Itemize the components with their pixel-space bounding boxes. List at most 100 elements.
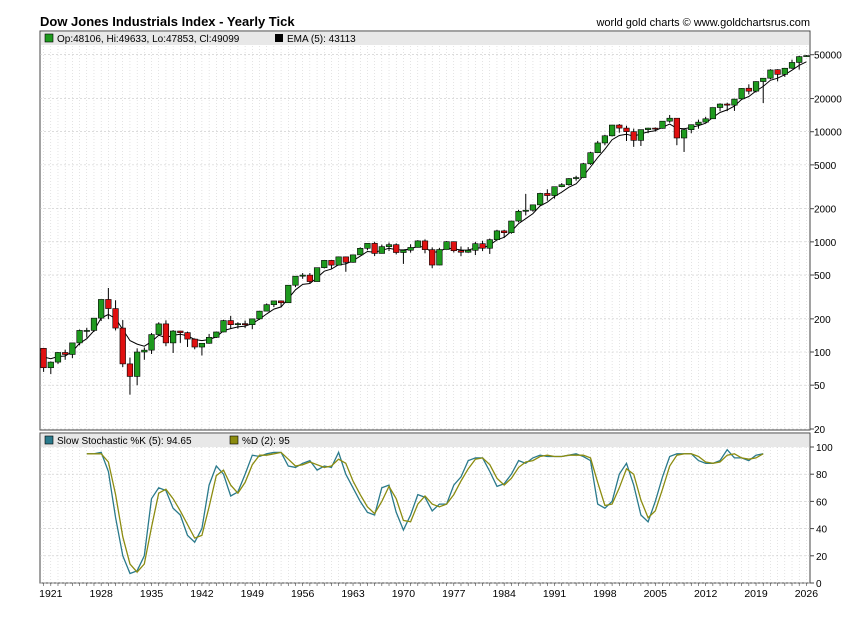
price-ytick-label: 20 xyxy=(814,425,826,436)
candle-body xyxy=(141,349,148,353)
candle-body xyxy=(508,220,515,234)
candle-body xyxy=(644,127,652,130)
xaxis-tick-label: 1928 xyxy=(89,588,113,600)
candle-body xyxy=(270,300,277,305)
xaxis-tick-label: 1984 xyxy=(492,588,516,600)
candle-body xyxy=(609,124,616,137)
candle-body xyxy=(263,304,270,312)
candle-body xyxy=(587,152,594,165)
candle-body xyxy=(206,337,213,344)
candle-body xyxy=(479,243,486,249)
candle-body xyxy=(501,230,508,234)
candle-body xyxy=(371,243,378,254)
price-ytick-label: 50 xyxy=(814,381,826,392)
price-ytick-label: 100 xyxy=(814,348,831,359)
candle-body xyxy=(364,243,371,249)
candle-body xyxy=(249,318,256,325)
candle-body xyxy=(450,241,457,252)
candle-body xyxy=(695,121,702,126)
candle-body xyxy=(400,249,407,253)
candle-body xyxy=(573,177,580,179)
candle-body xyxy=(702,118,709,123)
candle-body xyxy=(472,243,479,251)
candle-body xyxy=(465,250,472,253)
candle-body xyxy=(421,240,429,250)
stochastic-lines xyxy=(86,448,764,575)
ema-legend-swatch xyxy=(275,34,283,42)
stochastic-ytick-label: 100 xyxy=(816,443,833,454)
candle-body xyxy=(666,117,673,122)
candle-body xyxy=(788,62,796,69)
xaxis-tick-label: 2026 xyxy=(795,588,819,600)
candle-body xyxy=(378,246,385,254)
candle-body xyxy=(544,193,551,196)
chart-credit: world gold charts © www.goldchartsrus.co… xyxy=(595,17,810,29)
candle-body xyxy=(515,210,522,222)
ohlc-legend-swatch xyxy=(44,33,54,43)
ema-legend-text: EMA (5): 43113 xyxy=(287,34,356,45)
xaxis-tick-label: 1956 xyxy=(291,588,315,600)
candle-body xyxy=(69,342,76,355)
candle-body xyxy=(234,323,241,325)
candle-body xyxy=(738,88,745,100)
candle-body xyxy=(565,178,573,186)
candle-body xyxy=(105,299,112,309)
candle-body xyxy=(134,351,141,377)
candle-body xyxy=(580,163,587,178)
candles xyxy=(40,55,810,395)
candle-body xyxy=(285,284,292,304)
candle-body xyxy=(724,103,731,106)
candle-body xyxy=(213,331,220,338)
price-ytick-label: 5000 xyxy=(814,161,837,172)
candle-body xyxy=(803,55,810,57)
candle-body xyxy=(745,87,752,92)
candle-body xyxy=(349,254,357,263)
price-grid xyxy=(40,46,810,430)
candle-body xyxy=(457,250,465,253)
candle-body xyxy=(277,300,285,304)
xaxis-tick-label: 1963 xyxy=(341,588,365,600)
candle-body xyxy=(256,310,263,320)
candle-body xyxy=(177,330,184,333)
candle-body xyxy=(241,323,249,325)
candle-body xyxy=(680,129,688,139)
candle-body xyxy=(760,77,767,82)
candle-body xyxy=(522,209,529,212)
candle-body xyxy=(184,332,191,340)
xaxis-tick-label: 1949 xyxy=(241,588,265,600)
candle-body xyxy=(601,135,609,144)
candle-body xyxy=(40,348,47,369)
candle-body xyxy=(731,98,738,106)
candle-body xyxy=(637,129,644,141)
candle-body xyxy=(529,204,537,211)
candle-body xyxy=(155,323,162,335)
candle-body xyxy=(342,256,349,263)
candle-body xyxy=(119,327,126,365)
candle-body xyxy=(630,131,637,141)
price-ytick-label: 500 xyxy=(814,271,831,282)
candle-body xyxy=(407,247,414,251)
stochastic-ytick-label: 80 xyxy=(816,470,828,481)
candle-body xyxy=(98,299,105,319)
candle-body xyxy=(292,275,299,286)
candle-body xyxy=(306,274,313,282)
xaxis-tick-label: 1991 xyxy=(543,588,567,600)
candle-body xyxy=(623,127,630,132)
k-legend-swatch xyxy=(44,435,54,445)
candle-body xyxy=(83,330,90,332)
candle-body xyxy=(328,260,335,266)
candle-body xyxy=(537,193,544,206)
candle-body xyxy=(148,334,155,351)
candle-body xyxy=(796,56,803,63)
candle-body xyxy=(659,120,666,129)
xaxis-tick-label: 1970 xyxy=(392,588,416,600)
candle-body xyxy=(752,81,760,92)
candle-body xyxy=(709,107,716,120)
xaxis-tick-label: 1977 xyxy=(442,588,466,600)
candle-body xyxy=(443,241,450,250)
stochastic-ytick-label: 0 xyxy=(816,579,822,590)
candle-body xyxy=(162,323,170,344)
x-axis: 1921 1928 1935 1942 1949 1956 1963 1970 1977 1984… xyxy=(39,583,818,600)
ohlc-legend-text: Op:48106, Hi:49633, Lo:47853, Cl:49099 xyxy=(57,34,240,45)
